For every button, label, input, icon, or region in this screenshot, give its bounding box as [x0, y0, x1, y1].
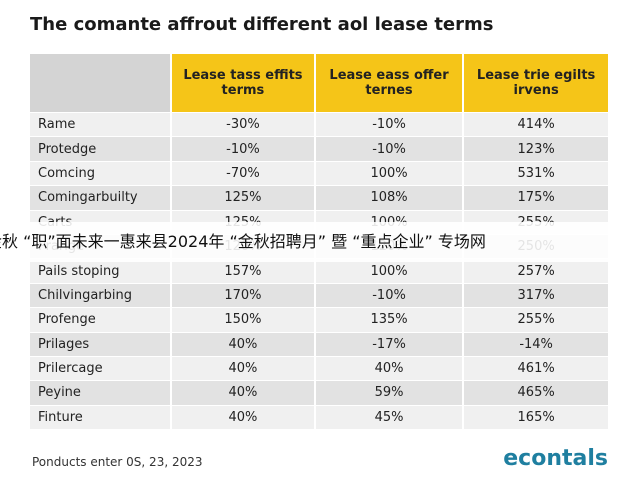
- table-cell: 40%: [170, 404, 315, 430]
- table: Lease tass effits terms Lease eass offer …: [30, 54, 608, 430]
- table-row: Prilages 40% -17% -14%: [30, 331, 608, 357]
- table-body: Rame -30% -10% 414% Protedge -10% -10% 123% Comc…: [30, 111, 608, 430]
- table-cell: -10%: [313, 136, 464, 162]
- title: The comante affrout different aol lease …: [30, 14, 494, 35]
- table-cell: 175%: [462, 185, 608, 211]
- table-cell: 170%: [170, 282, 315, 308]
- table-cell: 165%: [462, 404, 608, 430]
- row-label: Peyine: [30, 380, 171, 406]
- table-cell: 40%: [313, 355, 464, 381]
- table-row: Profenge 150% 135% 255%: [30, 307, 608, 333]
- table-row: Pails stoping 157% 100% 257%: [30, 258, 608, 284]
- table-cell: 100%: [313, 160, 464, 186]
- row-label: Protedge: [30, 136, 171, 162]
- table-cell: -17%: [313, 331, 464, 357]
- table-cell: 157%: [170, 258, 315, 284]
- row-label: Prilages: [30, 331, 171, 357]
- row-label: Rame: [30, 111, 171, 137]
- table-cell: -10%: [313, 111, 464, 137]
- column-header: [30, 54, 171, 113]
- row-label: Pails stoping: [30, 258, 171, 284]
- table-cell: 135%: [313, 307, 464, 333]
- table-cell: 414%: [462, 111, 608, 137]
- table-cell: 461%: [462, 355, 608, 381]
- column-header: Lease eass offer ternes: [313, 54, 464, 113]
- row-label: Comcing: [30, 160, 171, 186]
- banner: 金秋 “职”面未来一惠来县2024年 “金秋招聘月” 暨 “重点企业” 专场网: [0, 222, 640, 262]
- header-row: Lease tass effits terms Lease eass offer …: [30, 54, 608, 113]
- table-row: Peyine 40% 59% 465%: [30, 380, 608, 406]
- table-cell: -14%: [462, 331, 608, 357]
- footer-note: Ponducts enter 0S, 23, 2023: [32, 455, 203, 469]
- table-row: Prilercage 40% 40% 461%: [30, 355, 608, 381]
- table-row: Chilvingarbing 170% -10% 317%: [30, 282, 608, 308]
- table-cell: 40%: [170, 331, 315, 357]
- table-cell: -10%: [170, 136, 315, 162]
- table-cell: 255%: [462, 307, 608, 333]
- table-row: Comingarbuilty 125% 108% 175%: [30, 185, 608, 211]
- table-cell: 317%: [462, 282, 608, 308]
- table-cell: 45%: [313, 404, 464, 430]
- table-cell: 125%: [170, 185, 315, 211]
- column-header: Lease trie egilts irvens: [462, 54, 608, 113]
- table-cell: 108%: [313, 185, 464, 211]
- row-label: Comingarbuilty: [30, 185, 171, 211]
- column-header: Lease tass effits terms: [170, 54, 315, 113]
- row-label: Chilvingarbing: [30, 282, 171, 308]
- table-row: Comcing -70% 100% 531%: [30, 160, 608, 186]
- table-cell: 59%: [313, 380, 464, 406]
- row-label: Prilercage: [30, 355, 171, 381]
- table-cell: -70%: [170, 160, 315, 186]
- table-cell: 531%: [462, 160, 608, 186]
- table-cell: 257%: [462, 258, 608, 284]
- table-cell: -30%: [170, 111, 315, 137]
- row-label: Finture: [30, 404, 171, 430]
- table-cell: 465%: [462, 380, 608, 406]
- table-cell: -10%: [313, 282, 464, 308]
- table-row: Protedge -10% -10% 123%: [30, 136, 608, 162]
- table-cell: 150%: [170, 307, 315, 333]
- table-cell: 100%: [313, 258, 464, 284]
- table-cell: 40%: [170, 355, 315, 381]
- table-cell: 40%: [170, 380, 315, 406]
- banner-text: 金秋 “职”面未来一惠来县2024年 “金秋招聘月” 暨 “重点企业” 专场网: [0, 232, 486, 251]
- table-row: Rame -30% -10% 414%: [30, 111, 608, 137]
- logo: econtals: [503, 446, 608, 471]
- table-cell: 123%: [462, 136, 608, 162]
- row-label: Profenge: [30, 307, 171, 333]
- table-row: Finture 40% 45% 165%: [30, 404, 608, 430]
